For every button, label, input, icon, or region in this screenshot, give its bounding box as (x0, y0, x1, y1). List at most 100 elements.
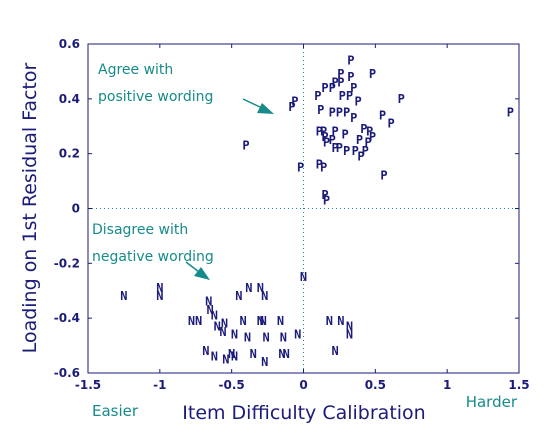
y-tick-label: -0.6 (54, 366, 80, 380)
x-axis-ticks: -1.5 -1 -0.5 0 0.5 1 1.5 (75, 44, 530, 392)
annotation-disagree-line2: negative wording (92, 249, 214, 265)
point-p: P (321, 188, 328, 202)
y-tick-label: -0.2 (54, 256, 80, 270)
point-n: N (221, 317, 228, 331)
point-n: N (278, 347, 285, 361)
point-n: N (331, 344, 338, 358)
point-n: N (205, 295, 212, 309)
point-p: P (320, 160, 327, 174)
x-tick-label: 0.5 (365, 378, 386, 392)
y-tick-label: -0.4 (54, 311, 80, 325)
point-p: P (360, 122, 367, 136)
point-p: P (342, 127, 349, 141)
y-tick-label: 0 (72, 202, 80, 216)
point-n: N (228, 347, 235, 361)
point-n: N (156, 281, 163, 295)
point-n: N (346, 328, 353, 342)
point-n: N (337, 314, 344, 328)
point-n: N (222, 352, 229, 366)
point-n: N (326, 314, 333, 328)
annotation-arrow-head-disagree (194, 267, 210, 280)
point-p: P (343, 106, 350, 120)
annotation-arrow-shaft-disagree (185, 261, 200, 273)
point-n: N (231, 350, 238, 364)
annotations: Agree with positive wording Disagree with n… (92, 62, 274, 280)
y-axis-ticks: 0.6 0.4 0.2 0 -0.2 -0.4 -0.6 (54, 37, 519, 380)
point-p: P (329, 133, 336, 147)
point-p: P (369, 130, 376, 144)
point-n: N (206, 303, 213, 317)
point-p: P (366, 125, 373, 139)
point-p: P (347, 53, 354, 67)
point-n: N (240, 314, 247, 328)
point-p: P (321, 130, 328, 144)
reference-lines (88, 44, 519, 373)
point-p: P (343, 144, 350, 158)
point-p: P (329, 81, 336, 95)
point-n: N (156, 289, 163, 303)
point-p: P (350, 111, 357, 125)
point-n: N (260, 314, 267, 328)
point-n: N (283, 347, 290, 361)
point-n: N (257, 281, 264, 295)
point-p: P (357, 149, 364, 163)
point-p: P (337, 67, 344, 81)
point-p: P (323, 136, 330, 150)
point-p: P (346, 89, 353, 103)
x-tick-label: 0 (299, 378, 307, 392)
point-p: P (337, 75, 344, 89)
point-n: N (202, 344, 209, 358)
point-n: N (250, 347, 257, 361)
x-tick-label: 1 (443, 378, 451, 392)
y-tick-label: 0.6 (59, 37, 80, 51)
point-p: P (347, 70, 354, 84)
point-p: P (297, 160, 304, 174)
point-p: P (320, 125, 327, 139)
point-n: N (261, 355, 268, 369)
point-n: N (346, 319, 353, 333)
point-p: P (316, 125, 323, 139)
point-n: N (263, 330, 270, 344)
annotation-agree-line2: positive wording (98, 89, 213, 105)
point-p: P (352, 144, 359, 158)
point-p: P (398, 92, 405, 106)
y-axis-title: Loading on 1st Residual Factor (19, 63, 41, 354)
x-end-label-harder: Harder (466, 393, 518, 411)
annotation-agree-line1: Agree with (98, 62, 173, 78)
point-p: P (507, 106, 514, 120)
point-p: P (331, 141, 338, 155)
x-end-label-easier: Easier (92, 402, 139, 420)
point-p: P (316, 158, 323, 172)
point-p: P (365, 136, 372, 150)
point-n: N (231, 328, 238, 342)
point-n: N (280, 330, 287, 344)
point-p: P (369, 67, 376, 81)
point-p: P (336, 141, 343, 155)
point-p: P (336, 106, 343, 120)
point-p: P (242, 138, 249, 152)
point-n: N (211, 350, 218, 364)
point-n: N (195, 314, 202, 328)
point-p: P (314, 89, 321, 103)
point-n: N (235, 289, 242, 303)
x-axis-title: Item Difficulty Calibration (182, 402, 425, 424)
point-n: N (261, 289, 268, 303)
point-n: N (244, 330, 251, 344)
point-n: N (277, 314, 284, 328)
point-n: N (294, 328, 301, 342)
x-tick-label: -1.5 (75, 378, 101, 392)
point-n: N (214, 319, 221, 333)
point-p: P (379, 108, 386, 122)
annotation-arrow-shaft-agree (242, 98, 263, 109)
point-p: P (362, 144, 369, 158)
point-n: N (257, 314, 264, 328)
point-p: P (317, 103, 324, 117)
point-n: N (245, 281, 252, 295)
point-p: P (291, 95, 298, 109)
annotation-arrow-head-agree (257, 103, 274, 114)
point-p: P (288, 100, 295, 114)
point-n: N (188, 314, 195, 328)
y-tick-label: 0.2 (59, 147, 80, 161)
